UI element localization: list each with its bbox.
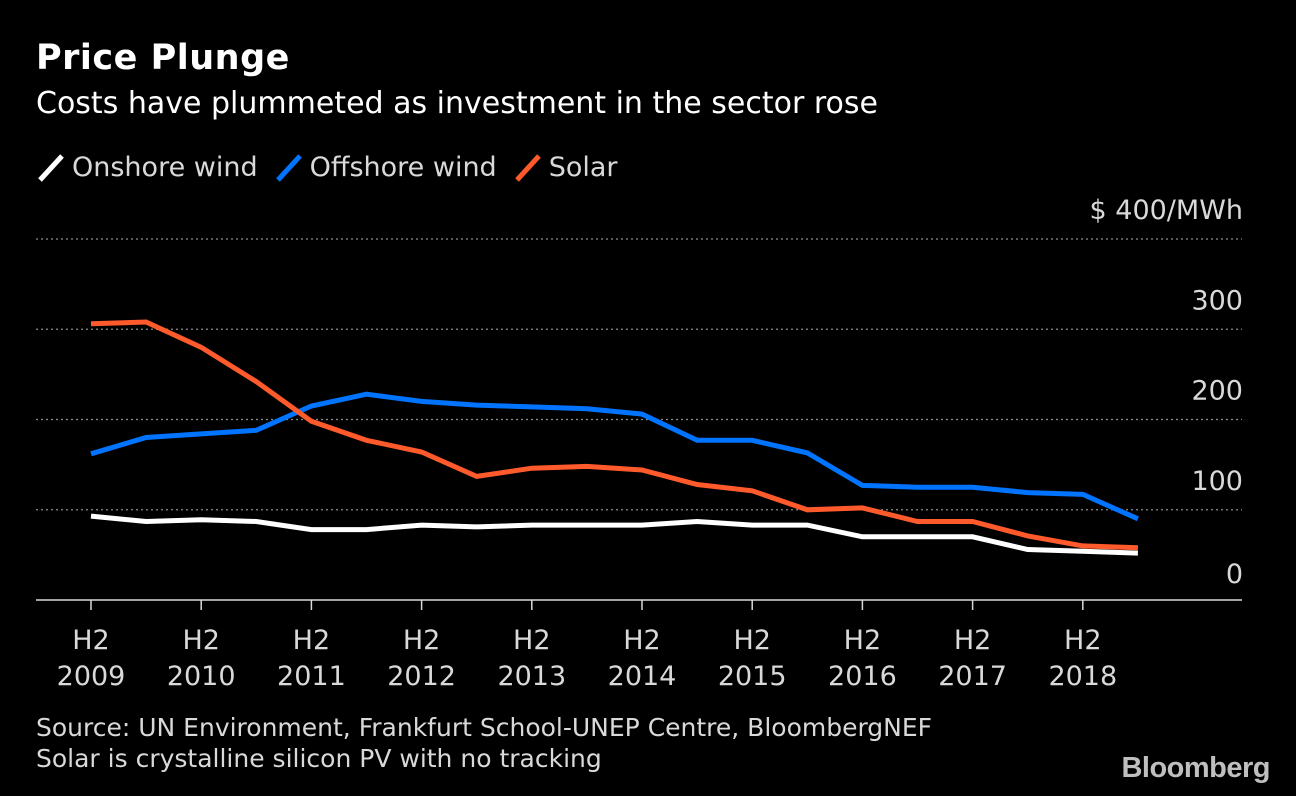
x-tick-label-year-0: 2009 bbox=[57, 661, 126, 692]
legend-swatch-onshore-wind bbox=[38, 154, 64, 182]
x-tick-label-year-5: 2014 bbox=[608, 661, 677, 692]
series-line-solar bbox=[90, 319, 1138, 551]
legend-label-offshore-wind: Offshore wind bbox=[309, 151, 497, 183]
chart-subtitle: Costs have plummeted as investment in th… bbox=[36, 86, 878, 121]
x-tick-label-year-3: 2012 bbox=[387, 661, 456, 692]
legend-swatch-offshore-wind bbox=[275, 154, 302, 182]
series-lines bbox=[90, 319, 1139, 556]
x-tick-label-year-6: 2015 bbox=[718, 661, 787, 692]
legend-label-onshore-wind: Onshore wind bbox=[72, 151, 258, 183]
x-tick-label-half-3: H2 bbox=[403, 625, 440, 656]
x-tick-label-half-9: H2 bbox=[1064, 625, 1101, 656]
x-tick-label-half-6: H2 bbox=[733, 625, 770, 656]
y-tick-label-400: $ 400/MWh bbox=[1090, 195, 1244, 226]
y-tick-label-300: 300 bbox=[1191, 285, 1243, 316]
series-line-onshore-wind bbox=[90, 513, 1138, 556]
x-tick-label-year-9: 2018 bbox=[1048, 661, 1117, 692]
legend-item-offshore-wind: Offshore wind bbox=[274, 150, 497, 184]
series-line-offshore-wind bbox=[90, 391, 1139, 522]
legend-item-onshore-wind: Onshore wind bbox=[36, 150, 258, 184]
legend-item-solar: Solar bbox=[513, 150, 618, 184]
y-axis-labels: 0 100 200 300 $ 400/MWh bbox=[1090, 195, 1244, 590]
chart-title: Price Plunge bbox=[36, 38, 290, 78]
x-tick-label-half-5: H2 bbox=[623, 625, 660, 656]
legend-label-solar: Solar bbox=[548, 151, 618, 183]
x-tick-label-half-7: H2 bbox=[844, 625, 881, 656]
x-tick-label-year-4: 2013 bbox=[497, 661, 566, 692]
x-tick-label-half-1: H2 bbox=[182, 625, 219, 656]
x-tick-label-half-8: H2 bbox=[954, 625, 991, 656]
y-tick-label-0: 0 bbox=[1226, 559, 1243, 590]
x-axis: H2 2009 H2 2010 H2 2011 H2 2012 H2 2013 H2 2014 H2 20… bbox=[36, 599, 1242, 692]
x-tick-label-year-7: 2016 bbox=[828, 661, 897, 692]
x-tick-label-half-4: H2 bbox=[513, 625, 550, 656]
gridlines bbox=[36, 238, 1242, 511]
source-note: Source: UN Environment, Frankfurt School… bbox=[36, 713, 933, 742]
x-tick-label-half-0: H2 bbox=[72, 625, 109, 656]
y-tick-label-100: 100 bbox=[1191, 466, 1243, 497]
chart-footer: Source: UN Environment, Frankfurt School… bbox=[36, 712, 932, 774]
x-tick-label-year-2: 2011 bbox=[277, 661, 346, 692]
x-tick-label-year-8: 2017 bbox=[938, 661, 1007, 692]
x-tick-label-year-1: 2010 bbox=[167, 661, 236, 692]
y-tick-label-200: 200 bbox=[1191, 376, 1243, 407]
x-tick-label-half-2: H2 bbox=[293, 625, 330, 656]
method-note: Solar is crystalline silicon PV with no … bbox=[36, 744, 602, 773]
legend: Onshore wind Offshore wind Solar bbox=[36, 150, 634, 184]
brand-logo: Bloomberg bbox=[1121, 752, 1270, 784]
legend-swatch-solar bbox=[514, 154, 541, 182]
